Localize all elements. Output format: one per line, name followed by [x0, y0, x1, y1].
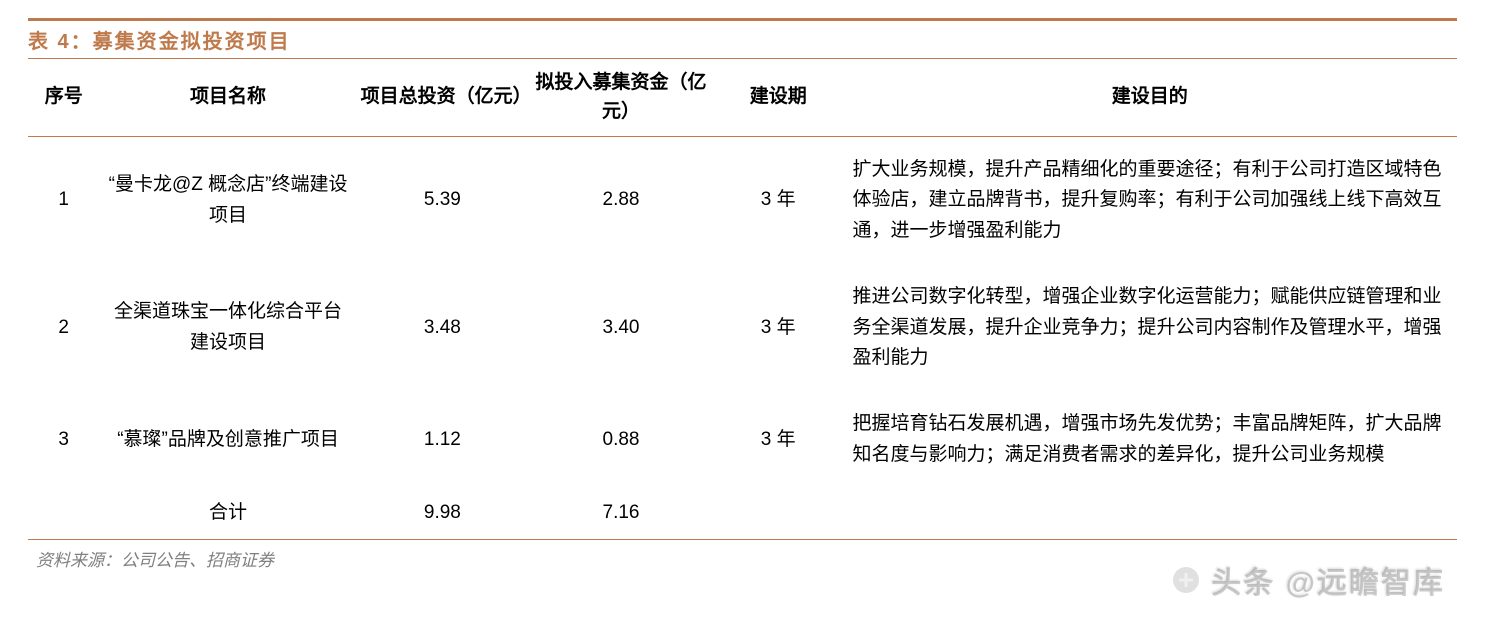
- cell-total: 1.12: [357, 391, 528, 488]
- cell-empty: [714, 488, 843, 539]
- cell-period: 3 年: [714, 137, 843, 265]
- cell-raised: 2.88: [528, 137, 714, 265]
- th-no: 序号: [28, 59, 99, 137]
- cell-raised: 0.88: [528, 391, 714, 488]
- cell-period: 3 年: [714, 391, 843, 488]
- cell-no: 1: [28, 137, 99, 265]
- cell-no: 2: [28, 264, 99, 391]
- th-name: 项目名称: [99, 59, 356, 137]
- watermark-text: 头条 @远瞻智库: [1211, 567, 1445, 600]
- table-total-row: 合计 9.98 7.16: [28, 488, 1457, 539]
- cell-name: “曼卡龙@Z 概念店”终端建设项目: [99, 137, 356, 265]
- cell-period: 3 年: [714, 264, 843, 391]
- investment-table: 序号 项目名称 项目总投资（亿元） 拟投入募集资金（亿元） 建设期 建设目的 1…: [28, 58, 1457, 540]
- table-title-bar: 表 4：募集资金拟投资项目: [28, 18, 1457, 58]
- th-purpose: 建设目的: [843, 59, 1458, 137]
- table-row: 2 全渠道珠宝一体化综合平台建设项目 3.48 3.40 3 年 推进公司数字化…: [28, 264, 1457, 391]
- cell-total: 3.48: [357, 264, 528, 391]
- watermark-icon: [1171, 565, 1201, 603]
- cell-total: 5.39: [357, 137, 528, 265]
- table-title: 表 4：募集资金拟投资项目: [28, 31, 291, 53]
- source-note: 资料来源：公司公告、招商证券: [28, 540, 1457, 571]
- cell-purpose: 推进公司数字化转型，增强企业数字化运营能力；赋能供应链管理和业务全渠道发展，提升…: [843, 264, 1458, 391]
- cell-raised-sum: 7.16: [528, 488, 714, 539]
- cell-empty: [28, 488, 99, 539]
- cell-total-sum: 9.98: [357, 488, 528, 539]
- cell-no: 3: [28, 391, 99, 488]
- table-row: 1 “曼卡龙@Z 概念店”终端建设项目 5.39 2.88 3 年 扩大业务规模…: [28, 137, 1457, 265]
- cell-raised: 3.40: [528, 264, 714, 391]
- th-total: 项目总投资（亿元）: [357, 59, 528, 137]
- cell-purpose: 扩大业务规模，提升产品精细化的重要途径；有利于公司打造区域特色体验店，建立品牌背…: [843, 137, 1458, 265]
- cell-name: “慕璨”品牌及创意推广项目: [99, 391, 356, 488]
- table-header-row: 序号 项目名称 项目总投资（亿元） 拟投入募集资金（亿元） 建设期 建设目的: [28, 59, 1457, 137]
- cell-purpose: 把握培育钻石发展机遇，增强市场先发优势；丰富品牌矩阵，扩大品牌知名度与影响力；满…: [843, 391, 1458, 488]
- cell-empty: [843, 488, 1458, 539]
- cell-name: 全渠道珠宝一体化综合平台建设项目: [99, 264, 356, 391]
- table-row: 3 “慕璨”品牌及创意推广项目 1.12 0.88 3 年 把握培育钻石发展机遇…: [28, 391, 1457, 488]
- th-period: 建设期: [714, 59, 843, 137]
- th-raised: 拟投入募集资金（亿元）: [528, 59, 714, 137]
- cell-total-label: 合计: [99, 488, 356, 539]
